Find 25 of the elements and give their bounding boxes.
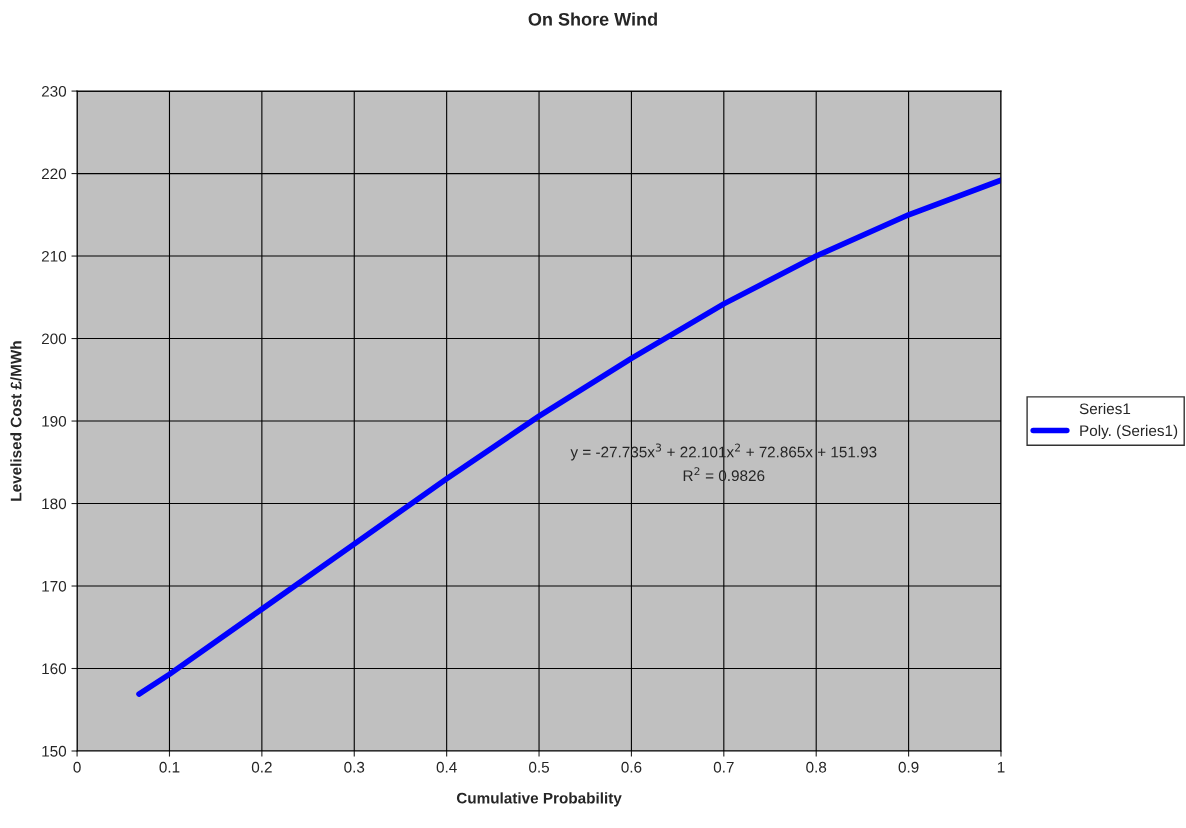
x-axis-title: Cumulative Probability	[456, 792, 622, 807]
chart-title: On Shore Wind	[528, 12, 657, 26]
x-tick-label: 0.6	[621, 761, 642, 773]
x-tick-label: 1	[997, 761, 1005, 773]
y-tick-label: 200	[41, 333, 67, 345]
x-tick-label: 0	[73, 761, 81, 773]
x-tick-label: 0.5	[529, 761, 550, 773]
text: Series1	[1079, 402, 1131, 415]
y-tick-label: 230	[41, 85, 67, 97]
y-tick-label: 210	[41, 250, 67, 262]
x-tick-label: 0.2	[251, 761, 272, 773]
y-tick-label: 150	[42, 745, 67, 757]
y-tick-label: 170	[42, 580, 67, 592]
y-axis-title: Levelised Cost £/MWh	[10, 341, 22, 501]
x-tick-label: 0.7	[713, 761, 734, 773]
y-tick-label: 180	[42, 498, 67, 510]
y-tick-label: 220	[41, 168, 67, 180]
x-tick-label: 0.3	[344, 761, 365, 773]
x-tick-label: 0.9	[898, 761, 919, 773]
x-tick-label: 0.4	[436, 761, 457, 773]
x-tick-label: 0.1	[159, 761, 180, 773]
legend-label: Poly. (Series1)	[1080, 424, 1178, 440]
x-tick-label: 0.8	[806, 761, 827, 773]
y-tick-label: 160	[42, 663, 67, 675]
y-tick-label: 190	[42, 415, 67, 427]
